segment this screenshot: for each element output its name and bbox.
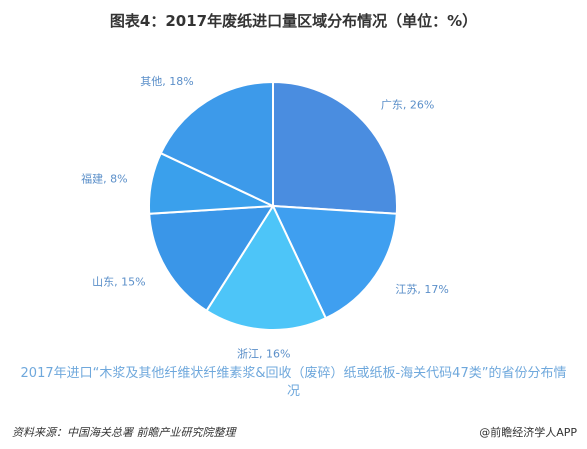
source-note: 资料来源：中国海关总署 前瞻产业研究院整理: [12, 426, 236, 439]
pie-slice-2: [205, 203, 328, 331]
pie-slice-0: [272, 80, 398, 215]
slice-label-2: 浙江, 16%: [237, 348, 290, 360]
chart-caption: 2017年进口“木浆及其他纤维状纤维素浆&回收（废碎）纸或纸板-海关代码47类”…: [20, 366, 567, 399]
pie-chart: 广东, 26% 江苏, 17% 浙江, 16% 山东, 15% 福建, 8% 其他, 18…: [81, 75, 449, 360]
footer: 资料来源：中国海关总署 前瞻产业研究院整理 @前瞻经济学人APP: [0, 422, 587, 442]
pie-slice-5: [159, 80, 274, 208]
pie-slice-1: [271, 204, 398, 320]
slice-label-5: 其他, 18%: [140, 75, 193, 88]
brand-label: @前瞻经济学人APP: [479, 426, 577, 439]
slice-label-4: 福建, 8%: [81, 171, 127, 185]
slice-label-1: 江苏, 17%: [395, 283, 448, 296]
pie-slice-3: [148, 204, 275, 313]
slice-label-3: 山东, 15%: [92, 275, 145, 288]
slice-label-0: 广东, 26%: [381, 99, 434, 112]
chart-title: 图表4：2017年废纸进口量区域分布情况（单位：%）: [109, 12, 478, 30]
